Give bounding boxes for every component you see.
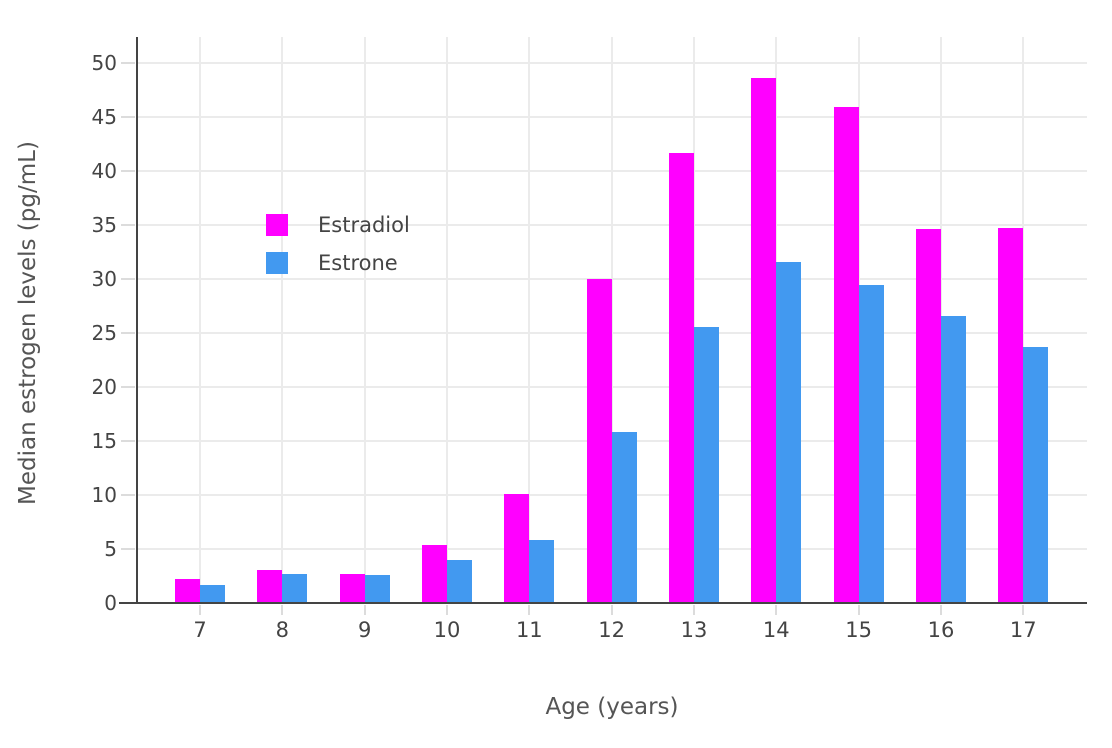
x-axis-line bbox=[133, 602, 1087, 604]
x-axis-title: Age (years) bbox=[545, 694, 679, 720]
bar-estradiol-age-15[interactable] bbox=[833, 107, 859, 603]
bar-estrone-age-17[interactable] bbox=[1023, 347, 1049, 603]
x-tick-mark-11 bbox=[528, 605, 531, 615]
y-tick-label-30: 30 bbox=[91, 267, 117, 291]
bar-estrone-age-14[interactable] bbox=[776, 261, 802, 603]
x-tick-mark-17 bbox=[1022, 605, 1025, 615]
y-tick-label-0: 0 bbox=[104, 591, 117, 615]
bar-estradiol-age-7[interactable] bbox=[175, 579, 200, 603]
x-tick-label-14: 14 bbox=[762, 618, 790, 642]
bar-estrone-age-9[interactable] bbox=[364, 574, 390, 603]
bar-estrone-age-7[interactable] bbox=[200, 584, 225, 603]
y-tick-label-25: 25 bbox=[91, 321, 117, 345]
y-tick-label-20: 20 bbox=[91, 375, 117, 399]
bar-estrone-age-10[interactable] bbox=[446, 559, 472, 603]
y-tick-mark-15 bbox=[121, 440, 135, 442]
y-tick-label-10: 10 bbox=[91, 483, 117, 507]
gridline-x-7 bbox=[199, 37, 201, 603]
gridline-x-17 bbox=[1022, 37, 1025, 603]
x-tick-mark-10 bbox=[445, 605, 448, 615]
x-tick-mark-9 bbox=[363, 605, 366, 615]
legend-label-estradiol: Estradiol bbox=[318, 213, 410, 237]
x-tick-mark-13 bbox=[692, 605, 695, 615]
bar-estradiol-age-10[interactable] bbox=[421, 544, 447, 603]
gridline-x-11 bbox=[528, 37, 531, 603]
x-tick-label-12: 12 bbox=[598, 618, 625, 642]
bar-estrone-age-13[interactable] bbox=[693, 326, 719, 603]
y-tick-label-40: 40 bbox=[91, 159, 117, 183]
y-tick-mark-5 bbox=[121, 548, 135, 550]
bar-estradiol-age-8[interactable] bbox=[257, 569, 283, 603]
x-tick-label-13: 13 bbox=[680, 618, 708, 642]
x-tick-mark-8 bbox=[281, 605, 284, 615]
gridline-x-12 bbox=[610, 37, 613, 603]
x-tick-mark-15 bbox=[857, 605, 860, 615]
y-tick-mark-50 bbox=[121, 62, 135, 64]
x-tick-mark-16 bbox=[939, 605, 942, 615]
y-tick-mark-35 bbox=[121, 224, 135, 226]
legend: Estradiol Estrone bbox=[266, 213, 410, 290]
y-tick-label-5: 5 bbox=[104, 537, 117, 561]
x-tick-label-15: 15 bbox=[845, 618, 872, 642]
bar-estrone-age-16[interactable] bbox=[940, 315, 966, 603]
x-tick-label-16: 16 bbox=[927, 618, 955, 642]
bar-estrone-age-8[interactable] bbox=[282, 573, 308, 603]
bar-estradiol-age-17[interactable] bbox=[998, 228, 1024, 603]
x-tick-label-10: 10 bbox=[433, 618, 461, 642]
x-tick-label-9: 9 bbox=[357, 618, 372, 642]
estrone-swatch-icon bbox=[266, 252, 288, 274]
bar-estradiol-age-9[interactable] bbox=[339, 573, 365, 603]
x-tick-label-11: 11 bbox=[515, 618, 543, 642]
bar-estrone-age-11[interactable] bbox=[529, 540, 555, 603]
y-tick-mark-45 bbox=[121, 116, 135, 118]
x-tick-label-7: 7 bbox=[193, 618, 207, 642]
bar-estrone-age-12[interactable] bbox=[611, 432, 637, 603]
y-tick-mark-30 bbox=[121, 278, 135, 280]
y-tick-mark-25 bbox=[121, 332, 135, 334]
bar-estradiol-age-13[interactable] bbox=[668, 152, 694, 603]
y-axis-line bbox=[136, 37, 138, 603]
bar-estradiol-age-12[interactable] bbox=[586, 279, 612, 603]
legend-item-estrone[interactable]: Estrone bbox=[266, 251, 410, 275]
gridline-x-8 bbox=[281, 37, 284, 603]
y-tick-mark-10 bbox=[121, 494, 135, 496]
y-tick-mark-0 bbox=[119, 602, 137, 604]
y-tick-label-50: 50 bbox=[91, 51, 117, 75]
gridline-x-10 bbox=[445, 37, 448, 603]
legend-label-estrone: Estrone bbox=[318, 251, 398, 275]
y-tick-mark-20 bbox=[121, 386, 135, 388]
bar-estradiol-age-14[interactable] bbox=[751, 78, 777, 603]
x-tick-label-17: 17 bbox=[1009, 618, 1037, 642]
y-tick-mark-40 bbox=[121, 170, 135, 172]
bar-estrone-age-15[interactable] bbox=[858, 285, 884, 603]
legend-item-estradiol[interactable]: Estradiol bbox=[266, 213, 410, 237]
gridline-x-13 bbox=[692, 37, 695, 603]
x-tick-mark-12 bbox=[610, 605, 613, 615]
x-tick-mark-14 bbox=[775, 605, 778, 615]
x-tick-mark-7 bbox=[199, 605, 201, 615]
bar-estradiol-age-11[interactable] bbox=[504, 493, 530, 603]
y-axis-title: Median estrogen levels (pg/mL) bbox=[15, 141, 41, 505]
x-tick-label-8: 8 bbox=[275, 618, 290, 642]
bar-estradiol-age-16[interactable] bbox=[915, 229, 941, 603]
gridline-x-9 bbox=[363, 37, 366, 603]
estradiol-swatch-icon bbox=[266, 214, 288, 236]
y-tick-label-35: 35 bbox=[91, 213, 117, 237]
y-tick-label-45: 45 bbox=[91, 105, 117, 129]
y-tick-label-15: 15 bbox=[91, 429, 117, 453]
